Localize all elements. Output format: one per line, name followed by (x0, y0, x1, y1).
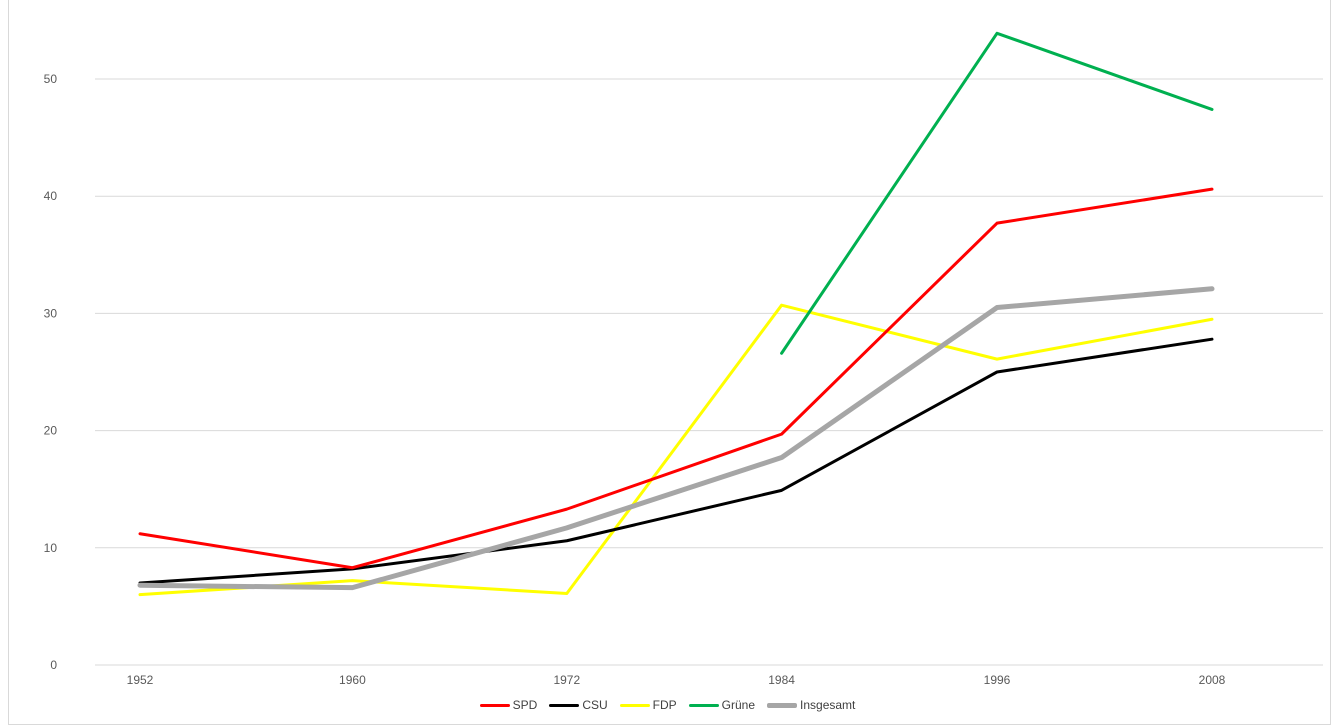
gridlines (95, 78, 1323, 666)
x-tick-label-1996: 1996 (984, 673, 1011, 687)
y-tick-label-20: 20 (44, 424, 58, 438)
legend-swatch-icon (479, 703, 510, 707)
legend-label: CSU (582, 698, 608, 712)
y-tick-label-0: 0 (50, 658, 57, 672)
legend-item-insgesamt[interactable]: Insgesamt (767, 699, 855, 711)
x-tick-label-1960: 1960 (339, 673, 366, 687)
x-tick-label-1972: 1972 (553, 673, 580, 687)
y-tick-label-30: 30 (44, 306, 58, 320)
x-tick-label-2008: 2008 (1199, 673, 1226, 687)
legend-swatch-icon (767, 702, 798, 708)
x-tick-label-1984: 1984 (768, 673, 795, 687)
x-tick-label-1952: 1952 (127, 673, 154, 687)
legend-item-fdp[interactable]: FDP (619, 698, 677, 712)
legend-label: Grüne (721, 698, 756, 712)
series-lines (137, 31, 1215, 597)
y-tick-label-40: 40 (44, 189, 58, 203)
legend-swatch-icon (619, 703, 650, 707)
legend-item-grüne[interactable]: Grüne (688, 698, 756, 712)
legend-item-csu[interactable]: CSU (549, 698, 608, 712)
x-axis-tick-labels: 1952 1960 1972 1984 1996 2008 (127, 673, 1226, 687)
series-line-fdp (138, 303, 1214, 597)
series-line-csu (138, 337, 1214, 585)
y-tick-label-50: 50 (44, 72, 58, 86)
series-line-insgesamt (137, 286, 1215, 591)
legend: SPD CSU FDP Grüne Insgesamt (0, 699, 1335, 711)
legend-label: Insgesamt (800, 698, 856, 712)
series-line-spd (138, 187, 1214, 570)
legend-item-spd[interactable]: SPD (479, 698, 538, 712)
y-tick-label-10: 10 (44, 541, 58, 555)
legend-swatch-icon (549, 703, 580, 707)
y-axis-tick-labels: 0 10 20 30 40 50 (44, 72, 58, 672)
series-line-grüne (780, 31, 1214, 355)
legend-label: SPD (512, 698, 538, 712)
legend-swatch-icon (688, 703, 719, 707)
legend-label: FDP (652, 698, 677, 712)
